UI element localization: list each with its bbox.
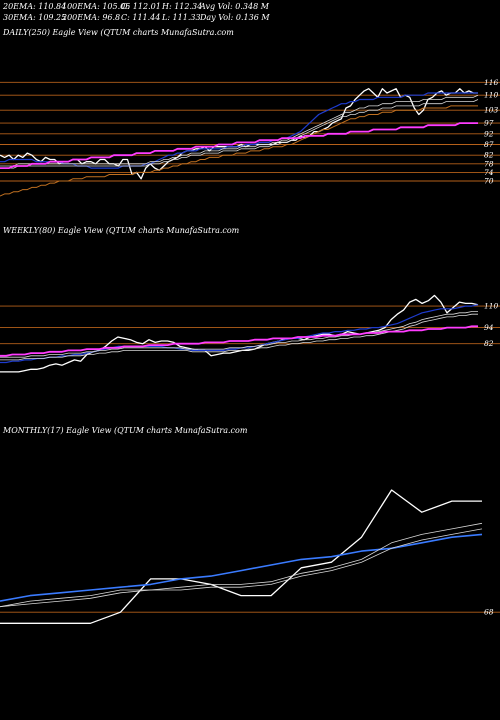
weekly-ytick-label: 110 [484,302,499,311]
monthly-ema-fan2-line [0,528,483,608]
daily-ytick-label: 92 [484,129,494,138]
daily-ema-fan1-line [0,94,479,167]
header-high: H: 112.34 [161,2,202,11]
weekly-ema-fan2-line [0,313,478,361]
weekly-panel: 110 94 82 [0,294,500,373]
weekly-ema-fan1-line [0,311,478,358]
daily-panel-title: DAILY(250) Eagle View (QTUM charts Munaf… [2,28,234,37]
header-200ema: 200EMA: 96.8 [61,13,120,22]
monthly-ytick-label: 68 [484,608,494,617]
daily-price-line [0,88,478,180]
daily-ytick-label: 103 [484,106,499,115]
header-avg-vol: Avg Vol: 0.348 M [199,2,270,11]
header-30ema: 30EMA: 109.25 [3,13,66,22]
weekly-ytick-label: 82 [484,339,494,348]
daily-ytick-label: 82 [484,151,494,160]
monthly-ema-fan1-line [0,522,483,608]
daily-ema-fan2-line [0,99,479,169]
header-close: C: 111.44 [121,13,160,22]
daily-ytick-label: 70 [484,177,494,186]
daily-ytick-label: 110 [484,91,499,100]
weekly-ytick-label: 94 [484,323,494,332]
header-open: O: 112.01 [121,2,161,11]
daily-ytick-label: 74 [484,168,494,177]
weekly-price-line [0,294,479,373]
header-20ema: 20EMA: 110.84 [2,2,66,11]
header-low: L: 111.33 [161,13,201,22]
daily-ytick-label: 78 [484,159,494,168]
daily-ema-200-line [0,122,478,170]
monthly-price-line [0,489,482,624]
weekly-panel-title: WEEKLY(80) Eagle View (QTUM charts Munaf… [3,226,240,235]
weekly-ema-short-line [0,304,479,364]
header-100ema: 100EMA: 105.05 [62,2,130,11]
monthly-ema-blue-line [0,533,483,602]
header-day-vol: Day Vol: 0.136 M [199,13,270,22]
monthly-panel-title: MONTHLY(17) Eagle View (QTUM charts Muna… [2,426,248,435]
daily-ytick-label: 87 [484,140,494,149]
header: 20EMA: 110.84 100EMA: 105.05 O: 112.01 H… [2,2,270,22]
daily-ytick-label: 97 [484,119,494,128]
monthly-panel: 68 [0,489,500,624]
daily-ema-slow-line [0,105,478,197]
weekly-ema-200-line [0,325,478,357]
daily-ytick-label: 116 [484,78,499,87]
